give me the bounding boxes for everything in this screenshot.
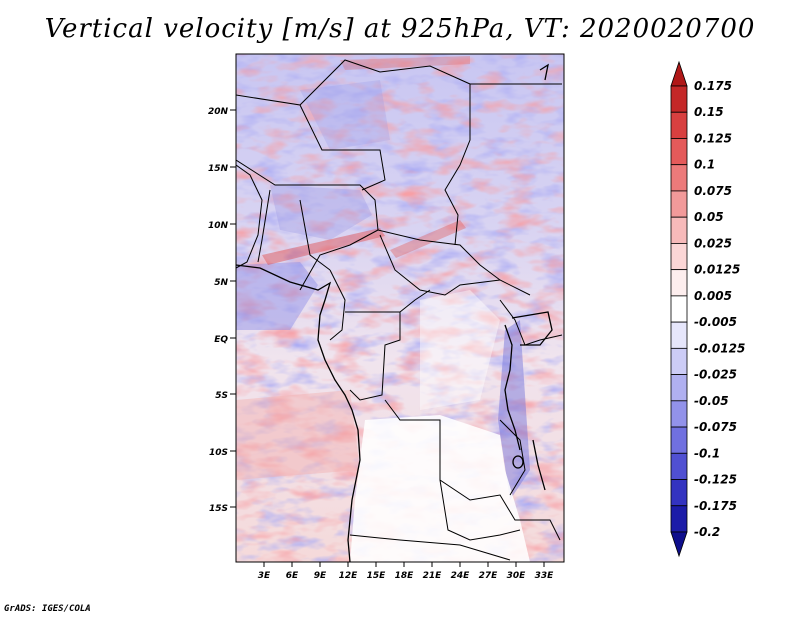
colorbar-segment — [670, 164, 688, 192]
colorbar-label: 0.025 — [694, 236, 732, 250]
colorbar-segment — [670, 138, 688, 166]
colorbar-segment — [670, 479, 688, 507]
lon-label-6e: 6E — [286, 571, 299, 581]
lon-axis: 3E 6E 9E 12E 15E 18E 21E 24E 27E 30E 33E — [258, 562, 554, 581]
colorbar-segment — [670, 295, 688, 323]
colorbar-label: -0.0125 — [694, 341, 745, 355]
lon-label-3e: 3E — [258, 571, 271, 581]
colorbar-segment — [670, 531, 688, 558]
colorbar-segments — [670, 60, 688, 558]
colorbar-label: 0.0125 — [694, 263, 740, 277]
lon-label-30e: 30E — [507, 571, 527, 581]
lon-label-21e: 21E — [423, 571, 443, 581]
lat-label-10n: 10N — [208, 221, 229, 231]
lat-label-5s: 5S — [215, 391, 228, 401]
colorbar-label: -0.005 — [694, 315, 737, 329]
lon-label-9e: 9E — [314, 571, 327, 581]
colorbar-label: 0.1 — [694, 158, 715, 172]
colorbar-label: -0.2 — [694, 525, 720, 539]
map-title: Vertical velocity [m/s] at 925hPa, VT: 2… — [44, 14, 756, 44]
colorbar: 0.175 0.15 0.125 0.1 0.075 0.05 0.025 0.0125 0.0… — [670, 60, 745, 558]
lon-label-27e: 27E — [479, 571, 499, 581]
grads-credit: GrADS: IGES/COLA — [4, 604, 91, 614]
colorbar-label: -0.025 — [694, 368, 737, 382]
colorbar-label: -0.05 — [694, 394, 729, 408]
lon-label-18e: 18E — [395, 571, 415, 581]
lat-label-5n: 5N — [214, 278, 228, 288]
lon-label-24e: 24E — [451, 571, 471, 581]
colorbar-segment — [670, 452, 688, 480]
colorbar-label: -0.125 — [694, 473, 737, 487]
velocity-field — [236, 54, 564, 562]
colorbar-segment — [670, 400, 688, 428]
colorbar-segment — [670, 60, 688, 87]
lat-label-10s: 10S — [209, 448, 228, 458]
lon-label-12e: 12E — [339, 571, 359, 581]
colorbar-label: -0.175 — [694, 499, 737, 513]
colorbar-segment — [670, 216, 688, 244]
colorbar-segment — [670, 269, 688, 297]
colorbar-label: 0.005 — [694, 289, 732, 303]
map-frame — [235, 53, 565, 563]
lon-label-15e: 15E — [367, 571, 387, 581]
lat-label-15s: 15S — [209, 504, 228, 514]
colorbar-label: 0.075 — [694, 184, 732, 198]
colorbar-label: 0.125 — [694, 131, 732, 145]
colorbar-segment — [670, 111, 688, 139]
colorbar-segment — [670, 85, 688, 113]
colorbar-label: 0.05 — [694, 210, 724, 224]
colorbar-segment — [670, 374, 688, 402]
colorbar-segment — [670, 321, 688, 349]
colorbar-segment — [670, 347, 688, 375]
colorbar-segment — [670, 505, 688, 533]
coastlines — [236, 63, 553, 562]
colorbar-label: 0.15 — [694, 105, 724, 119]
colorbar-segment — [670, 426, 688, 454]
colorbar-label: -0.075 — [694, 420, 737, 434]
lat-label-eq: EQ — [214, 335, 228, 345]
colorbar-labels: 0.175 0.15 0.125 0.1 0.075 0.05 0.025 0.0125 0.0… — [694, 79, 745, 539]
colorbar-label: -0.1 — [694, 446, 720, 460]
lat-label-15n: 15N — [208, 164, 229, 174]
colorbar-label: 0.175 — [694, 79, 732, 93]
lon-label-33e: 33E — [535, 571, 555, 581]
lat-label-20n: 20N — [208, 107, 229, 117]
colorbar-segment — [670, 190, 688, 218]
colorbar-segment — [670, 243, 688, 271]
lat-axis: 20N 15N 10N 5N EQ 5S 10S 15S — [208, 107, 236, 514]
